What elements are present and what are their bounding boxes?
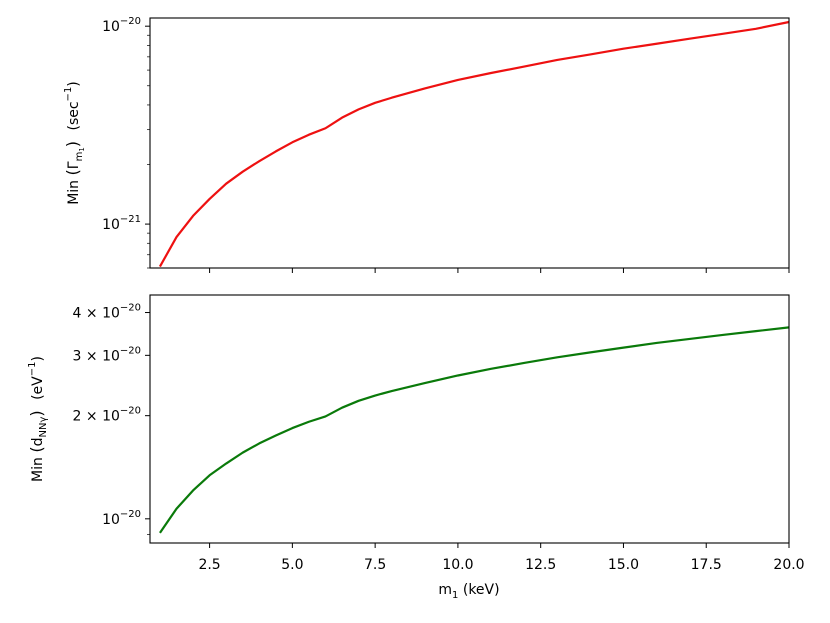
bottom-xtick-label: 5.0: [281, 557, 303, 573]
bottom-xtick-label: 7.5: [364, 557, 386, 573]
bottom-xtick-label: 10.0: [442, 557, 473, 573]
bottom-ytick-label: 3 × 10−20: [73, 345, 141, 364]
top-x-ticks: [209, 268, 790, 273]
top-ytick-label: 10−20: [102, 16, 141, 35]
top-ytick-label: 10−21: [102, 214, 141, 233]
bottom-ytick-label: 10−20: [102, 509, 141, 528]
top-series-line: [158, 20, 790, 268]
top-plot-frame: [149, 17, 790, 269]
bottom-xtick-label: 12.5: [525, 557, 556, 573]
bottom-series-line: [159, 326, 790, 534]
bottom-xtick-label: 15.0: [608, 557, 639, 573]
top-y-axis-label: Min (Γm1) (sec−1): [63, 81, 86, 205]
bottom-ytick-label: 2 × 10−20: [73, 406, 141, 425]
bottom-y-ticks: [145, 312, 150, 535]
top-y-ticks: [145, 25, 150, 269]
top-panel: 10−20 10−21 Min (Γm1) (sec−1): [63, 16, 790, 273]
bottom-xtick-labels: 2.5 5.0 7.5 10.0 12.5 15.0 17.5 20.0: [198, 557, 804, 573]
bottom-ytick-label: 4 × 10−20: [73, 303, 141, 322]
bottom-xtick-label: 2.5: [198, 557, 220, 573]
bottom-plot-frame: [149, 294, 790, 544]
bottom-xtick-label: 20.0: [773, 557, 804, 573]
bottom-x-ticks: [209, 543, 790, 548]
x-axis-label: m1 (keV): [438, 582, 499, 601]
bottom-xtick-label: 17.5: [691, 557, 722, 573]
bottom-panel: 4 × 10−20 3 × 10−20 2 × 10−20 10−20 2.5 …: [27, 294, 805, 601]
bottom-y-axis-label: Min (dNNγ) (eV−1): [27, 356, 49, 482]
